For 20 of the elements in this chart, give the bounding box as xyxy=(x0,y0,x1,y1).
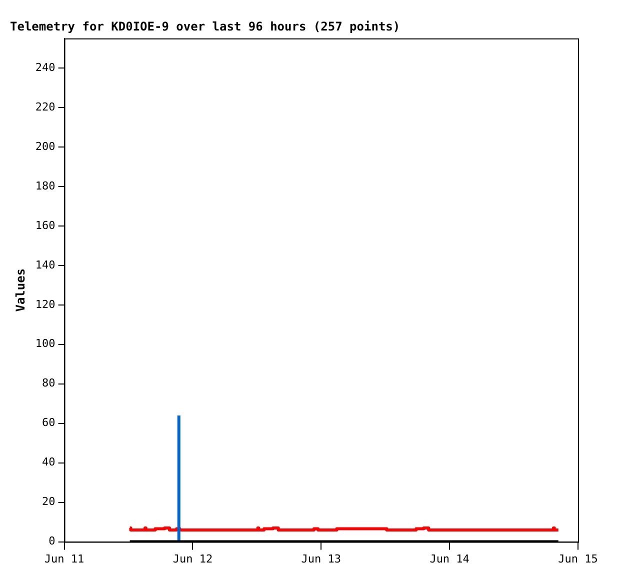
y-axis-title: Values xyxy=(13,268,28,312)
x-tick-label: Jun 15 xyxy=(558,552,598,566)
x-tick-label: Jun 11 xyxy=(44,552,84,566)
y-tick-label: 240 xyxy=(35,60,56,74)
chart-title: Telemetry for KD0IOE-9 over last 96 hours (257 points) xyxy=(10,19,400,34)
x-tick-label: Jun 12 xyxy=(172,552,213,566)
x-tick-label: Jun 14 xyxy=(430,552,470,566)
y-tick-label: 220 xyxy=(35,100,56,114)
y-tick-label: 120 xyxy=(35,298,56,311)
y-tick-label: 200 xyxy=(35,140,56,153)
y-tick-label: 100 xyxy=(35,337,56,350)
y-tick-label: 180 xyxy=(35,179,56,192)
y-tick-label: 140 xyxy=(35,258,56,272)
y-tick-label: 80 xyxy=(42,376,56,390)
y-tick-label: 160 xyxy=(35,218,56,232)
x-tick-label: Jun 13 xyxy=(301,552,342,566)
y-tick-label: 40 xyxy=(42,456,56,469)
y-tick-label: 0 xyxy=(48,534,56,548)
y-tick-label: 20 xyxy=(42,495,56,508)
y-tick-label: 60 xyxy=(42,416,56,430)
